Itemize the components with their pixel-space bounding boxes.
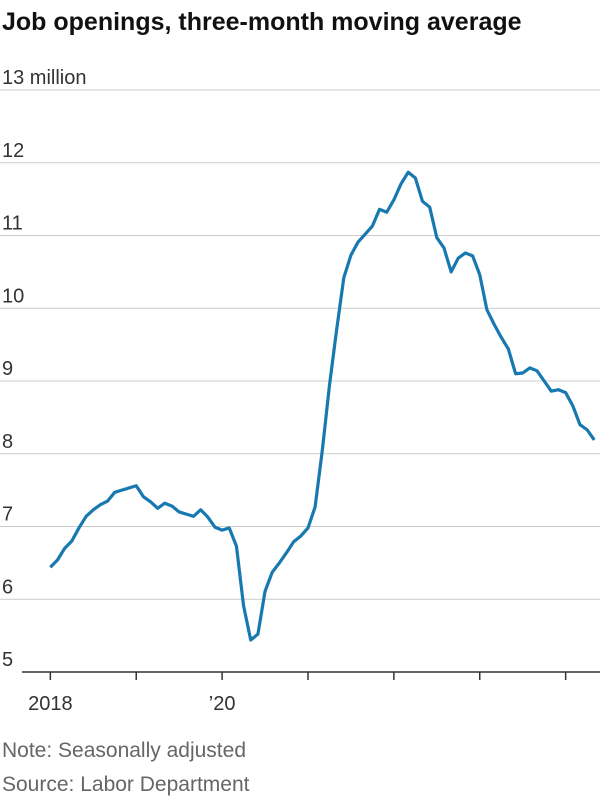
- y-tick-label: 10: [2, 285, 24, 307]
- y-tick-label: 6: [2, 576, 13, 598]
- series-line: [49, 170, 596, 642]
- note: Note: Seasonally adjusted: [2, 739, 246, 762]
- y-tick-label: 11: [2, 213, 23, 235]
- y-tick-label: 5: [2, 649, 13, 671]
- chart-title: Job openings, three-month moving average: [2, 8, 522, 36]
- y-tick-label: 12: [2, 140, 24, 162]
- x-tick-label: ’20: [209, 693, 236, 715]
- y-tick-label: 7: [2, 504, 13, 526]
- y-tick-label: 9: [2, 358, 13, 380]
- y-tick-label: 8: [2, 431, 13, 453]
- source: Source: Labor Department: [2, 773, 250, 796]
- x-tick-label: 2018: [28, 693, 73, 715]
- y-tick-label: 13 million: [2, 67, 86, 89]
